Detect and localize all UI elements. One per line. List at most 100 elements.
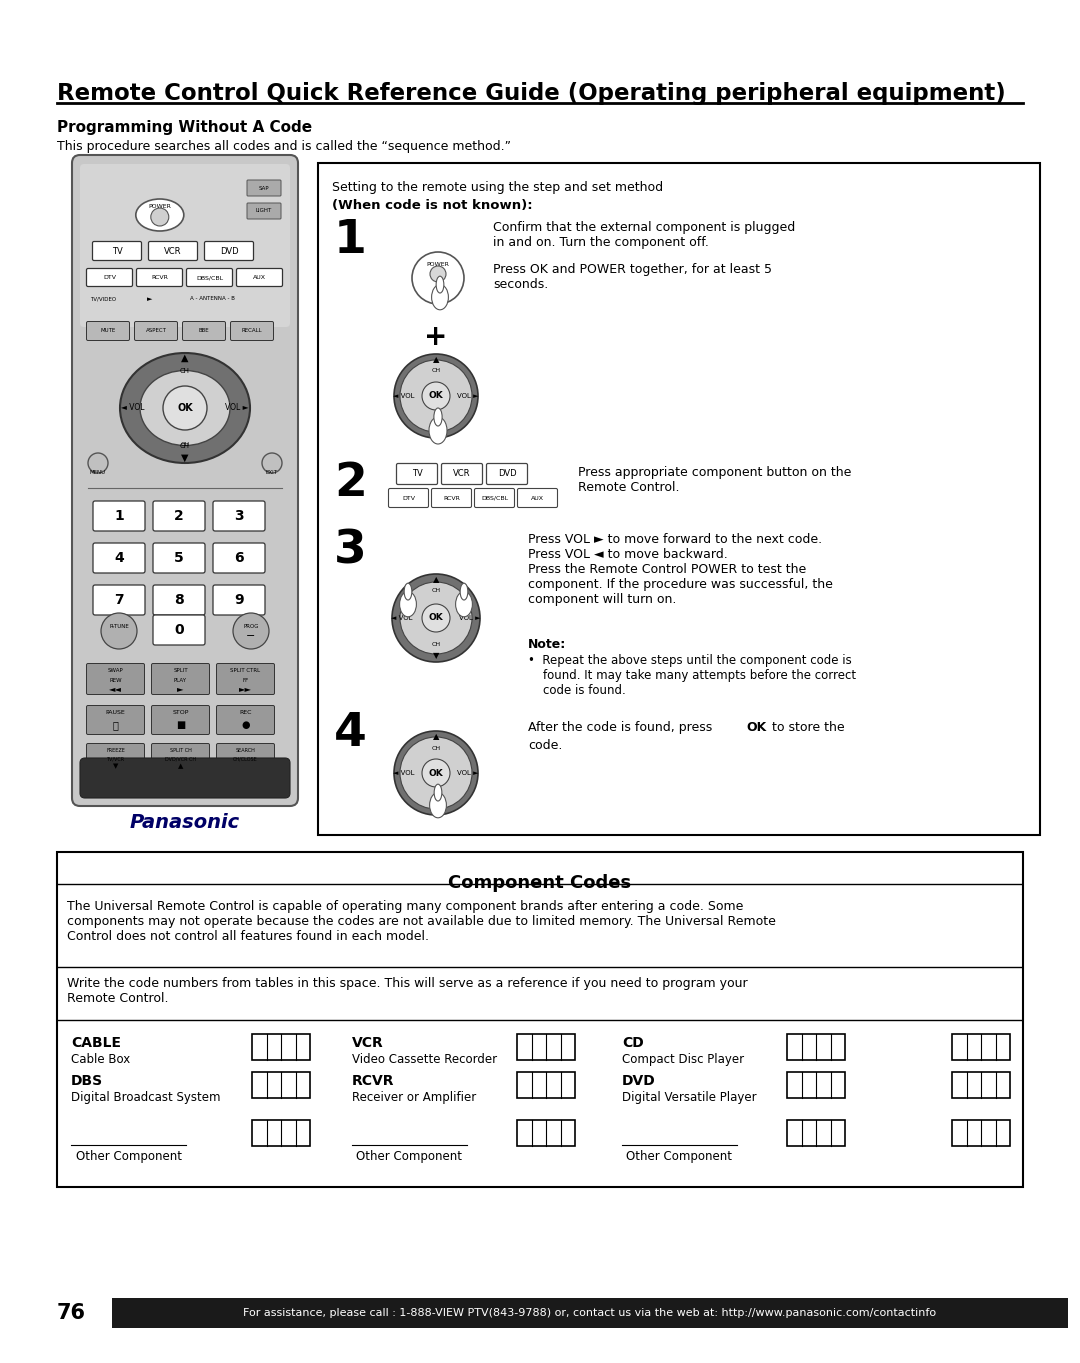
Text: 2: 2 bbox=[174, 508, 184, 523]
FancyBboxPatch shape bbox=[213, 542, 265, 572]
Text: VOL ►: VOL ► bbox=[226, 403, 248, 413]
Text: VCR: VCR bbox=[352, 1036, 383, 1050]
FancyBboxPatch shape bbox=[153, 542, 205, 572]
FancyBboxPatch shape bbox=[136, 269, 183, 286]
FancyBboxPatch shape bbox=[135, 322, 177, 341]
Circle shape bbox=[87, 453, 108, 473]
Text: STOP: STOP bbox=[173, 710, 189, 716]
FancyBboxPatch shape bbox=[153, 585, 205, 615]
FancyBboxPatch shape bbox=[93, 502, 145, 532]
Text: SPLIT CH: SPLIT CH bbox=[170, 747, 191, 752]
FancyBboxPatch shape bbox=[151, 706, 210, 735]
Text: OK: OK bbox=[429, 613, 444, 623]
Text: OK: OK bbox=[746, 721, 766, 735]
Text: RCVR: RCVR bbox=[443, 496, 460, 500]
Circle shape bbox=[163, 386, 207, 429]
FancyBboxPatch shape bbox=[93, 542, 145, 572]
Text: CH: CH bbox=[431, 746, 441, 751]
Text: ▲: ▲ bbox=[181, 353, 189, 363]
Text: DBS/CBL: DBS/CBL bbox=[195, 275, 224, 279]
FancyBboxPatch shape bbox=[93, 241, 141, 260]
FancyBboxPatch shape bbox=[153, 615, 205, 645]
Text: Programming Without A Code: Programming Without A Code bbox=[57, 120, 312, 135]
Text: DBS/CBL: DBS/CBL bbox=[481, 496, 508, 500]
Text: Press appropriate component button on the
Remote Control.: Press appropriate component button on th… bbox=[578, 466, 851, 493]
Text: DVD: DVD bbox=[219, 247, 239, 255]
FancyBboxPatch shape bbox=[216, 706, 274, 735]
Text: ▼: ▼ bbox=[433, 652, 440, 661]
Text: ▲: ▲ bbox=[178, 763, 184, 769]
Text: ►: ► bbox=[147, 296, 152, 303]
Text: This procedure searches all codes and is called the “sequence method.”: This procedure searches all codes and is… bbox=[57, 140, 511, 153]
Text: For assistance, please call : 1-888-VIEW PTV(843-9788) or, contact us via the we: For assistance, please call : 1-888-VIEW… bbox=[243, 1308, 936, 1318]
FancyBboxPatch shape bbox=[86, 269, 133, 286]
Text: RCVR: RCVR bbox=[151, 275, 167, 279]
Circle shape bbox=[422, 759, 450, 786]
Bar bbox=[517, 1035, 575, 1060]
Text: Press VOL ► to move forward to the next code.
Press VOL ◄ to move backward.
Pres: Press VOL ► to move forward to the next … bbox=[528, 533, 833, 607]
Bar bbox=[951, 1073, 1010, 1099]
Text: Other Component: Other Component bbox=[76, 1150, 181, 1163]
Text: TV/VIDEO: TV/VIDEO bbox=[90, 297, 117, 301]
Text: ■: ■ bbox=[176, 720, 185, 731]
Text: Compact Disc Player: Compact Disc Player bbox=[622, 1054, 744, 1066]
Text: PROG: PROG bbox=[243, 623, 259, 628]
FancyBboxPatch shape bbox=[149, 241, 198, 260]
Text: VOL ►: VOL ► bbox=[457, 770, 478, 776]
Text: PLAY: PLAY bbox=[174, 679, 187, 683]
FancyBboxPatch shape bbox=[517, 488, 557, 507]
Text: (When code is not known):: (When code is not known): bbox=[332, 199, 532, 213]
Text: REC: REC bbox=[240, 710, 252, 716]
Text: Other Component: Other Component bbox=[356, 1150, 462, 1163]
Bar bbox=[787, 1073, 845, 1099]
Text: 1: 1 bbox=[114, 508, 124, 523]
FancyBboxPatch shape bbox=[389, 488, 429, 507]
Text: Note:: Note: bbox=[528, 638, 566, 652]
FancyBboxPatch shape bbox=[237, 269, 283, 286]
Text: SPLIT: SPLIT bbox=[173, 668, 188, 673]
FancyBboxPatch shape bbox=[151, 664, 210, 695]
Text: ▲: ▲ bbox=[433, 356, 440, 364]
Text: LIGHT: LIGHT bbox=[256, 209, 272, 214]
FancyBboxPatch shape bbox=[80, 164, 291, 327]
Text: DTV: DTV bbox=[402, 496, 415, 500]
Text: REW: REW bbox=[109, 679, 122, 683]
Circle shape bbox=[422, 382, 450, 410]
Text: PAUSE: PAUSE bbox=[106, 710, 125, 716]
Text: Digital Versatile Player: Digital Versatile Player bbox=[622, 1090, 757, 1104]
Ellipse shape bbox=[394, 354, 478, 438]
Bar bbox=[517, 1073, 575, 1099]
FancyBboxPatch shape bbox=[432, 488, 472, 507]
Text: TV: TV bbox=[411, 469, 422, 478]
Text: CD: CD bbox=[622, 1036, 644, 1050]
Text: Setting to the remote using the step and set method: Setting to the remote using the step and… bbox=[332, 181, 663, 194]
Ellipse shape bbox=[429, 417, 447, 444]
Text: MUTE: MUTE bbox=[100, 327, 116, 333]
Text: ◄ VOL: ◄ VOL bbox=[393, 393, 415, 399]
Ellipse shape bbox=[400, 582, 472, 654]
Bar bbox=[517, 1120, 575, 1146]
Ellipse shape bbox=[436, 277, 444, 293]
Circle shape bbox=[102, 613, 137, 649]
Text: Other Component: Other Component bbox=[626, 1150, 732, 1163]
FancyBboxPatch shape bbox=[204, 241, 254, 260]
Text: 7: 7 bbox=[114, 593, 124, 607]
Text: POWER: POWER bbox=[427, 262, 449, 267]
Bar bbox=[252, 1120, 310, 1146]
Text: Press OK and POWER together, for at least 5
seconds.: Press OK and POWER together, for at leas… bbox=[492, 263, 772, 290]
Text: BBE: BBE bbox=[199, 327, 210, 333]
Text: MENU: MENU bbox=[90, 470, 106, 476]
Text: FREEZE: FREEZE bbox=[106, 747, 125, 752]
FancyBboxPatch shape bbox=[216, 743, 274, 770]
Ellipse shape bbox=[460, 583, 468, 600]
FancyBboxPatch shape bbox=[247, 203, 281, 219]
Text: ▲: ▲ bbox=[433, 732, 440, 741]
Text: ►►: ►► bbox=[239, 684, 252, 694]
Text: CH/CLOSE: CH/CLOSE bbox=[233, 756, 258, 762]
Text: SAP: SAP bbox=[259, 185, 269, 191]
Bar bbox=[951, 1035, 1010, 1060]
Text: TV: TV bbox=[111, 247, 122, 255]
Text: TV/VCR: TV/VCR bbox=[107, 756, 124, 762]
Text: VCR: VCR bbox=[454, 469, 471, 478]
Ellipse shape bbox=[120, 353, 249, 463]
